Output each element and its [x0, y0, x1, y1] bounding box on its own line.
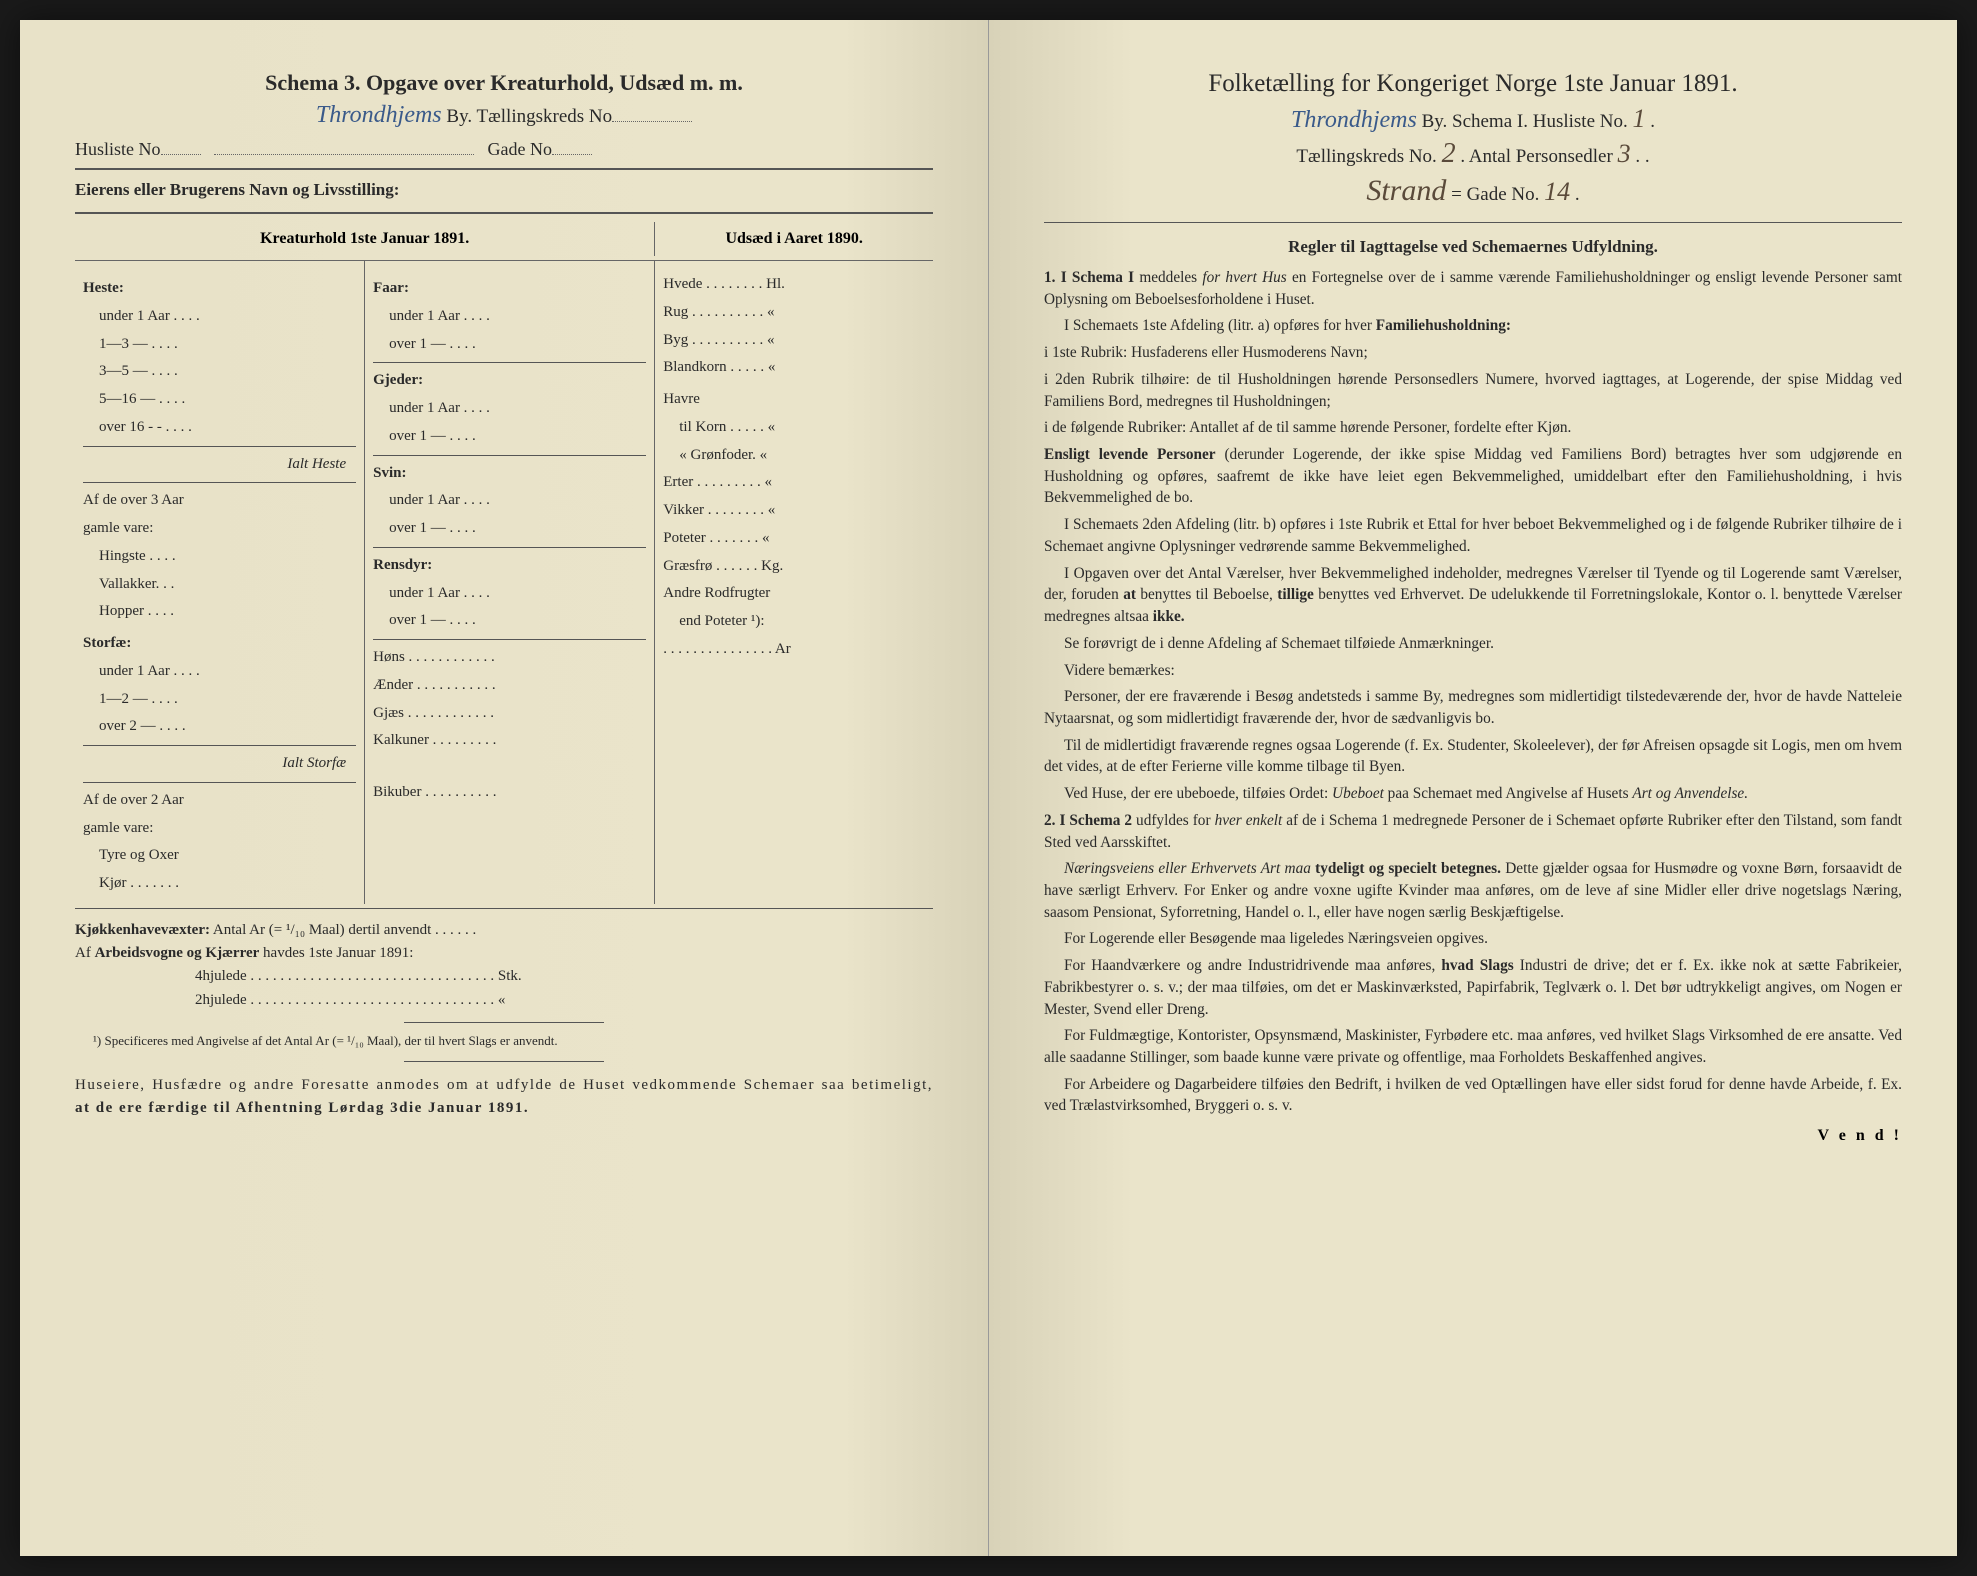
- document-spread: Schema 3. Opgave over Kreaturhold, Udsæd…: [20, 20, 1957, 1556]
- owner-heading: Eierens eller Brugerens Navn og Livsstil…: [75, 180, 933, 200]
- schema3-title: Schema 3. Opgave over Kreaturhold, Udsæd…: [75, 70, 933, 96]
- rules-body: 1. I Schema I meddeles for hvert Hus en …: [1044, 267, 1902, 1117]
- census-line3: Strand = Gade No. 14 .: [1044, 174, 1902, 208]
- col-udsaed: Hvede . . . . . . . . Hl. Rug . . . . . …: [655, 261, 933, 904]
- vend-label: V e n d !: [1044, 1127, 1902, 1145]
- by-label: By. Tællingskreds No: [446, 106, 612, 127]
- footnote: ¹) Specificeres med Angivelse af det Ant…: [75, 1033, 933, 1049]
- census-line1: Throndhjems By. Schema I. Husliste No. 1…: [1044, 104, 1902, 134]
- census-line2: Tællingskreds No. 2 . Antal Personsedler…: [1044, 138, 1902, 170]
- city-handwritten: Throndhjems: [316, 102, 442, 128]
- husliste-row: Husliste No Gade No: [75, 139, 933, 160]
- col-head-udsaed: Udsæd i Aaret 1890.: [654, 222, 933, 256]
- bottom-fields: Kjøkkenhavevæxter: Antal Ar (= ¹/₁₀ Maal…: [75, 919, 933, 1012]
- left-page: Schema 3. Opgave over Kreaturhold, Udsæd…: [20, 20, 989, 1556]
- right-page: Folketælling for Kongeriget Norge 1ste J…: [989, 20, 1957, 1556]
- census-title: Folketælling for Kongeriget Norge 1ste J…: [1044, 70, 1902, 98]
- col-faar: Faar: under 1 Aar . . . . over 1 — . . .…: [364, 261, 655, 904]
- closing-text: Huseiere, Husfædre og andre Foresatte an…: [75, 1074, 933, 1121]
- col-heste: Heste: under 1 Aar . . . . 1—3 — . . . .…: [75, 261, 364, 904]
- col-head-kreatur: Kreaturhold 1ste Januar 1891.: [75, 222, 654, 256]
- kreatur-table: Heste: under 1 Aar . . . . 1—3 — . . . .…: [75, 260, 933, 904]
- rules-heading: Regler til Iagttagelse ved Schemaernes U…: [1044, 237, 1902, 257]
- city-line: Throndhjems By. Tællingskreds No: [75, 102, 933, 129]
